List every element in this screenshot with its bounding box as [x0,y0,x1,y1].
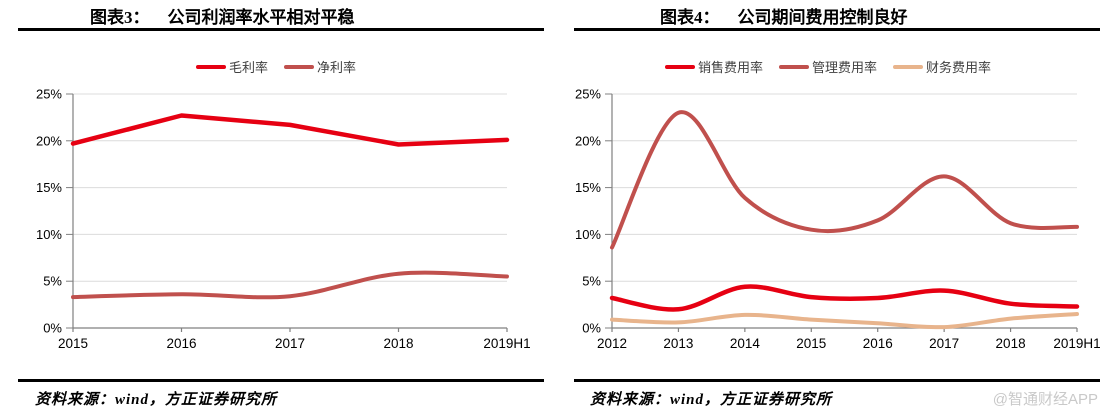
x-tick-label: 2019H1 [1053,336,1100,351]
y-tick-label: 25% [575,87,601,102]
legend-item: 销售费用率 [664,57,763,76]
legend-swatch [195,64,226,69]
line-chart-canvas: 0% 5% 10% 15% 20% 25% 2012 2013 2014 2015 2016 2017… [575,87,1101,352]
x-tick-label: 2012 [597,336,627,351]
legend-item: 毛利率 [195,57,268,76]
y-tick-label: 15% [36,180,62,195]
chart-panel-right: 图表4： 公司期间费用控制良好 销售费用率 管理费用率 财务费用率 0% 5% 10% 15… [552,0,1104,417]
source-rule [18,379,544,382]
x-tick-label: 2014 [730,336,761,351]
chart-panel-left: 图表3： 公司利润率水平相对平稳 毛利率 净利率 0% 5% 10% 15% 20% 25% 2… [0,3,552,408]
x-tick-label: 2015 [796,336,826,351]
chart-title-text: 公司期间费用控制良好 [737,8,908,27]
chart-title: 图表4： 公司期间费用控制良好 [660,3,908,28]
x-tick-label: 2016 [863,336,893,351]
x-tick-label: 2013 [663,336,693,351]
legend-swatch [664,64,695,69]
watermark: @智通财经APP [992,391,1098,408]
y-tick-label: 20% [36,133,62,148]
source-rule [574,379,1100,382]
source-note: 资料来源：wind，方正证券研究所 [590,392,833,408]
y-tick-label: 15% [575,180,601,195]
chart-title-label: 图表4： [660,8,720,27]
y-tick-label: 0% [43,321,62,336]
x-tick-label: 2019H1 [483,336,530,351]
legend-label: 财务费用率 [926,60,992,75]
legend-item: 财务费用率 [893,57,991,76]
legend: 销售费用率 管理费用率 财务费用率 [552,57,1104,76]
series-line-净利率 [71,270,509,300]
series-line-管理费用率 [610,110,1079,250]
chart-title-label: 图表3： [90,8,150,27]
y-tick-label: 25% [36,87,62,102]
title-rule [18,28,544,31]
legend-swatch [284,64,314,69]
chart-title: 图表3： 公司利润率水平相对平稳 [90,3,355,28]
source-note: 资料来源：wind，方正证券研究所 [35,392,278,408]
series-line-财务费用率 [610,312,1079,330]
x-tick-label: 2016 [166,336,196,351]
y-tick-label: 5% [582,274,601,289]
legend-item: 净利率 [284,57,356,76]
title-rule [574,28,1100,31]
x-tick-label: 2017 [275,336,305,351]
legend-item: 管理费用率 [778,57,877,76]
x-tick-label: 2018 [383,336,413,351]
chart-title-text: 公司利润率水平相对平稳 [167,8,355,27]
series-line-销售费用率 [609,284,1080,312]
legend: 毛利率 净利率 [0,57,552,76]
legend-label: 毛利率 [228,60,268,75]
line-chart-canvas: 0% 5% 10% 15% 20% 25% 2015 2016 2017 2018 2019H1 [36,87,531,352]
x-tick-label: 2018 [996,336,1026,351]
y-tick-label: 10% [575,227,601,242]
y-tick-label: 20% [575,133,601,148]
x-tick-label: 2015 [58,336,88,351]
series-line-毛利率 [70,113,510,147]
y-tick-label: 10% [36,227,62,242]
legend-label: 销售费用率 [697,60,763,75]
x-tick-label: 2017 [929,336,959,351]
legend-label: 管理费用率 [811,60,877,75]
legend-swatch [893,64,923,69]
y-tick-label: 0% [582,321,601,336]
y-tick-label: 5% [43,274,62,289]
legend-swatch [778,64,809,69]
legend-label: 净利率 [317,60,357,75]
